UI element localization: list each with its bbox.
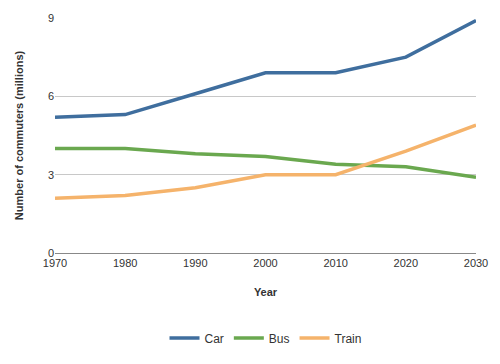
svg-text:6: 6 bbox=[48, 90, 54, 102]
svg-text:1970: 1970 bbox=[43, 257, 67, 269]
svg-text:Number of commuters (millions): Number of commuters (millions) bbox=[13, 51, 25, 221]
svg-text:0: 0 bbox=[48, 247, 54, 259]
svg-text:Car: Car bbox=[205, 332, 224, 346]
svg-text:3: 3 bbox=[48, 169, 54, 181]
svg-text:Train: Train bbox=[335, 332, 362, 346]
svg-text:1990: 1990 bbox=[183, 257, 207, 269]
svg-text:2000: 2000 bbox=[253, 257, 277, 269]
svg-text:Year: Year bbox=[254, 286, 278, 298]
svg-text:2020: 2020 bbox=[394, 257, 418, 269]
svg-text:Bus: Bus bbox=[269, 332, 290, 346]
svg-text:2030: 2030 bbox=[464, 257, 488, 269]
svg-text:1980: 1980 bbox=[113, 257, 137, 269]
svg-text:2010: 2010 bbox=[323, 257, 347, 269]
svg-text:9: 9 bbox=[48, 12, 54, 24]
